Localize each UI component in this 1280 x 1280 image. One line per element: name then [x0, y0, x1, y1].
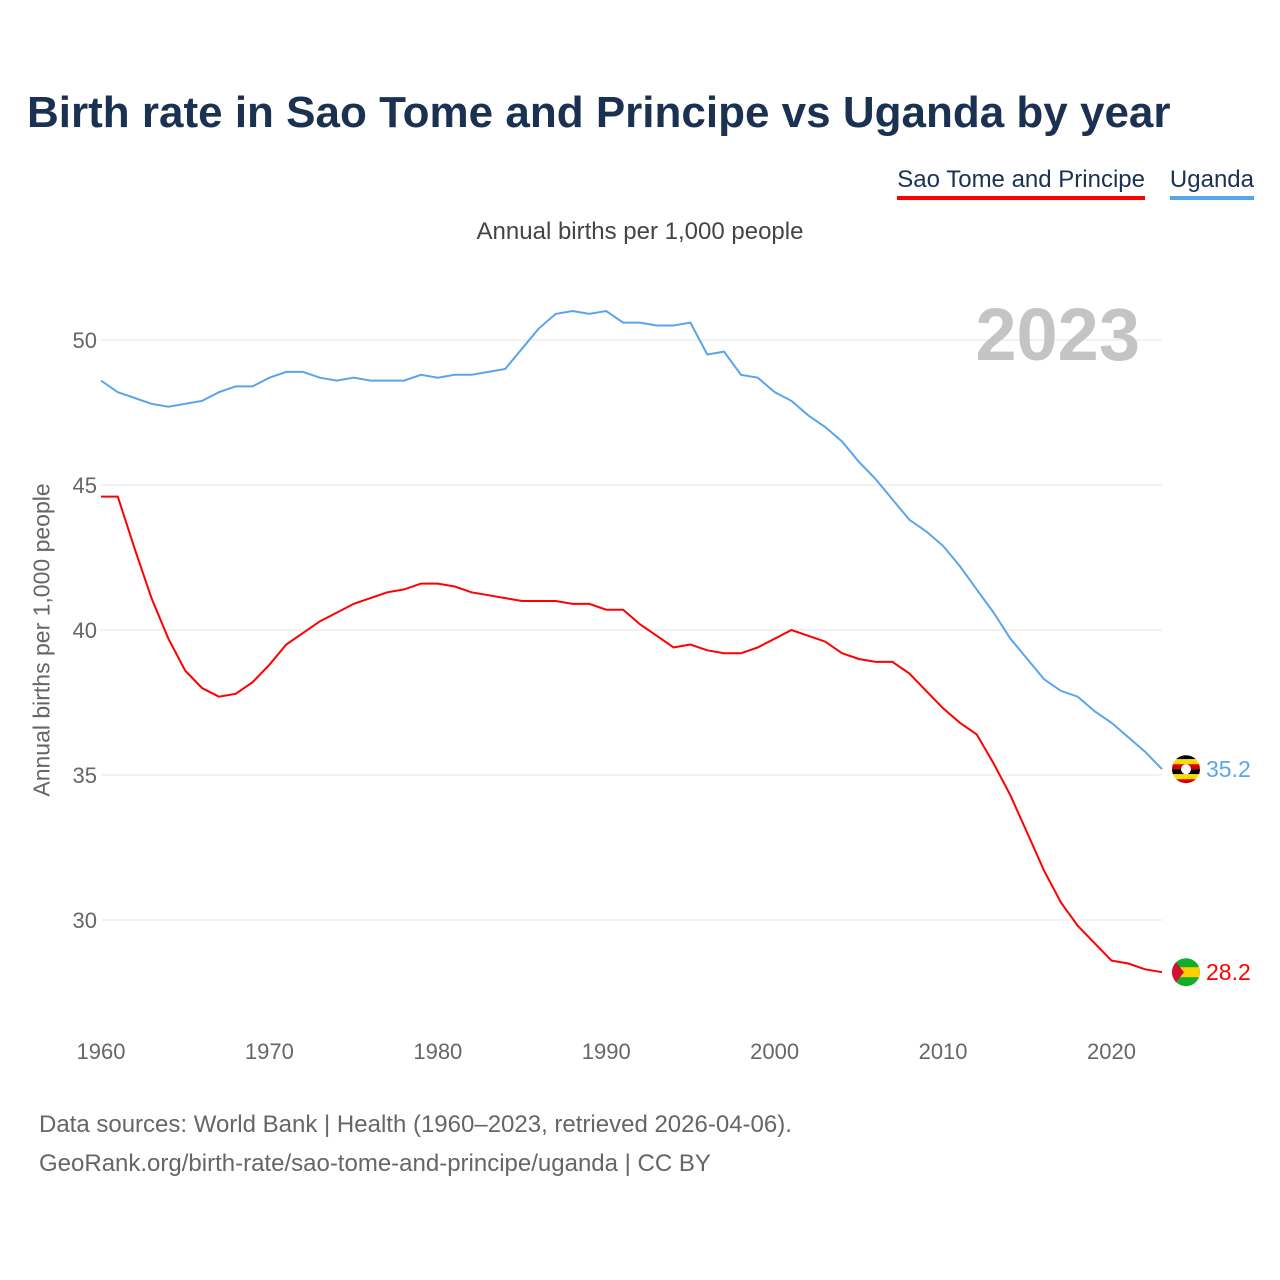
x-tick-label: 1970 [245, 1039, 294, 1064]
series-line-sao-tome [101, 495, 1163, 974]
series-line-uganda [100, 309, 1163, 770]
end-value-label: 28.2 [1206, 959, 1251, 985]
x-tick-label: 1960 [77, 1039, 126, 1064]
end-value-label: 35.2 [1206, 756, 1251, 782]
footer: Data sources: World Bank | Health (1960–… [39, 1105, 792, 1183]
url-line: GeoRank.org/birth-rate/sao-tome-and-prin… [39, 1150, 711, 1177]
year-watermark: 2023 [975, 293, 1140, 376]
y-tick-label: 45 [73, 473, 97, 498]
legend-uganda[interactable]: Uganda [1169, 166, 1254, 200]
x-tick-label: 1980 [413, 1039, 462, 1064]
x-tick-label: 2010 [919, 1039, 968, 1064]
legend-sao-tome[interactable]: Sao Tome and Principe [897, 166, 1145, 200]
y-tick-label: 30 [73, 908, 97, 933]
y-tick-label: 35 [73, 763, 97, 788]
x-tick-label: 2020 [1087, 1039, 1136, 1064]
source-line: Data sources: World Bank | Health (1960–… [39, 1111, 792, 1138]
x-tick-label: 1990 [582, 1039, 631, 1064]
chart-subtitle: Annual births per 1,000 people [476, 218, 804, 245]
uganda-flag-icon [1172, 755, 1200, 784]
chart-title: Birth rate in Sao Tome and Principe vs U… [27, 88, 1171, 137]
y-tick-label: 50 [73, 328, 97, 353]
sao-tome-flag-icon [1172, 958, 1200, 987]
y-tick-label: 40 [73, 618, 97, 643]
x-tick-label: 2000 [750, 1039, 799, 1064]
